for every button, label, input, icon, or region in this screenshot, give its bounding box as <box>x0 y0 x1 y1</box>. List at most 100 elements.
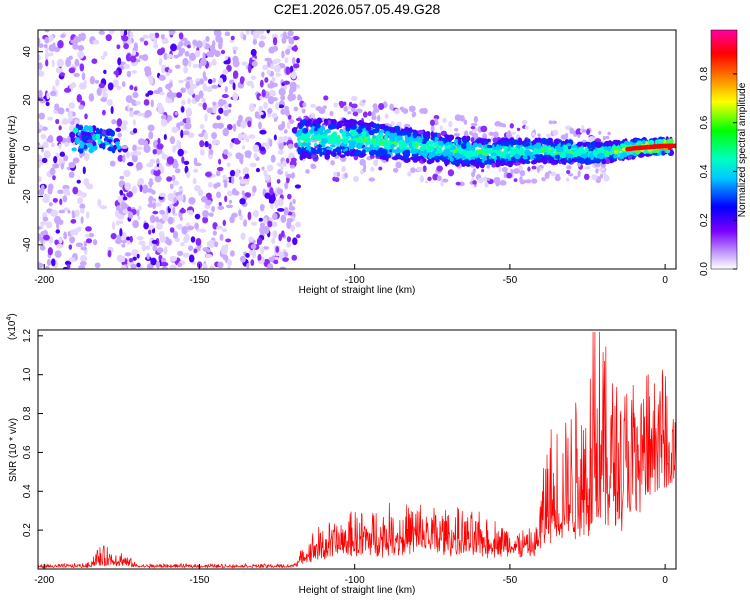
spectrogram-y-tick-label: -20 <box>22 189 33 204</box>
spectrogram-cell <box>76 93 82 103</box>
spectrogram-cell <box>106 138 113 143</box>
spectrogram-cell <box>484 181 489 188</box>
spectrogram-cell <box>537 133 541 137</box>
spectrogram-cell <box>497 152 502 157</box>
spectrogram-cell <box>222 128 229 137</box>
spectrogram-cell <box>126 236 131 241</box>
spectrogram-cell <box>269 204 274 209</box>
spectrogram-cell <box>584 166 591 170</box>
spectrogram-cell <box>362 99 366 104</box>
spectrogram-cell <box>71 213 76 219</box>
spectrogram-cell <box>490 158 495 162</box>
spectrogram-cell <box>53 156 58 164</box>
snr-series-line <box>38 331 676 569</box>
spectrogram-cell <box>74 137 81 145</box>
spectrogram-cell <box>333 102 339 108</box>
spectrogram-cell <box>617 153 621 157</box>
colorbar: 0.0 0.2 0.4 0.6 0.8 Normalized spectral ampl… <box>699 29 748 276</box>
spectrogram-cell <box>310 113 316 120</box>
spectrogram-cell <box>81 131 88 136</box>
spectrogram-cell <box>259 35 267 40</box>
spectrogram-cell <box>117 132 122 138</box>
spectrogram-cell <box>79 63 85 72</box>
spectrogram-cell <box>434 136 439 141</box>
spectrogram-cell <box>84 233 90 238</box>
spectrogram-cell <box>509 149 517 156</box>
spectrogram-cell <box>252 30 260 39</box>
spectrogram-cell <box>116 44 121 50</box>
spectrogram-cell <box>180 106 185 113</box>
spectrogram-cell <box>436 175 442 182</box>
spectrogram-cell <box>208 212 214 217</box>
spectrogram-x-tick-label: -200 <box>34 275 54 286</box>
spectrogram-cell <box>74 58 80 67</box>
spectrogram-cell <box>286 242 292 248</box>
spectrogram-cell <box>103 69 107 74</box>
spectrogram-cell <box>238 114 243 122</box>
spectrogram-cell <box>377 147 385 155</box>
spectrogram-cell <box>69 236 76 244</box>
spectrogram-cell <box>188 197 196 205</box>
spectrogram-cell <box>581 129 587 133</box>
spectrogram-cell <box>171 126 179 134</box>
spectrogram-cell <box>222 69 229 75</box>
spectrogram-cell <box>198 62 202 69</box>
spectrogram-cell <box>334 177 340 183</box>
spectrogram-cell <box>473 163 481 167</box>
spectrogram-cell <box>67 110 73 119</box>
spectrogram-cell <box>115 220 120 226</box>
spectrogram-cell <box>379 132 384 138</box>
spectrogram-cell <box>62 184 70 190</box>
spectrogram-cell <box>220 49 226 55</box>
spectrogram-cell <box>202 210 209 218</box>
spectrogram-cell <box>373 146 380 151</box>
spectrogram-cell <box>262 246 270 250</box>
spectrogram-cell <box>260 204 264 209</box>
spectrogram-cell <box>598 130 602 135</box>
spectrogram-cell <box>44 30 50 33</box>
spectrogram-cell <box>249 103 255 112</box>
spectrogram-cell <box>416 166 424 172</box>
snr-x-tick-label: -200 <box>34 575 54 586</box>
spectrogram-cell <box>466 135 471 142</box>
spectrogram-cell <box>267 107 273 114</box>
spectrogram-cell <box>159 235 167 243</box>
spectrogram-cell <box>342 137 349 145</box>
spectrogram-cell <box>120 124 127 131</box>
spectrogram-cell <box>277 197 284 207</box>
spectrogram-cell <box>517 137 523 143</box>
spectrogram-cell <box>319 130 323 136</box>
spectrogram-cell <box>478 153 483 158</box>
spectrogram-cell <box>192 39 198 46</box>
spectrogram-cell <box>419 175 425 183</box>
spectrogram-cell <box>229 215 235 224</box>
spectrogram-cell <box>546 133 551 138</box>
spectrogram-cell <box>492 137 498 143</box>
spectrogram-cell <box>121 81 126 87</box>
spectrogram-cell <box>578 147 585 153</box>
snr-y-tick-label: 1.2 <box>22 328 33 342</box>
spectrogram-cell <box>365 125 372 131</box>
snr-multiplier-exponent: 4 <box>6 317 13 321</box>
spectrogram-cell <box>111 119 117 125</box>
spectrogram-cell <box>542 144 547 149</box>
spectrogram-cell <box>109 130 116 137</box>
spectrogram-cell <box>481 169 485 173</box>
spectrogram-cell <box>278 87 286 96</box>
spectrogram-cell <box>496 144 500 150</box>
spectrogram-cell <box>285 157 290 164</box>
spectrogram-cell <box>237 132 243 141</box>
spectrogram-cell <box>83 80 87 85</box>
spectrogram-cell <box>672 143 676 149</box>
spectrogram-cell <box>135 100 141 106</box>
spectrogram-cell <box>174 111 178 116</box>
spectrogram-cell <box>486 148 493 154</box>
spectrogram-cell <box>585 158 593 165</box>
spectrogram-cell <box>605 158 611 164</box>
spectrogram-cell <box>324 129 328 135</box>
spectrogram-cell <box>340 146 346 150</box>
spectrogram-cell <box>79 207 85 214</box>
colorbar-label: Normalized spectral amplitude <box>737 82 748 217</box>
spectrogram-cell <box>38 62 43 71</box>
